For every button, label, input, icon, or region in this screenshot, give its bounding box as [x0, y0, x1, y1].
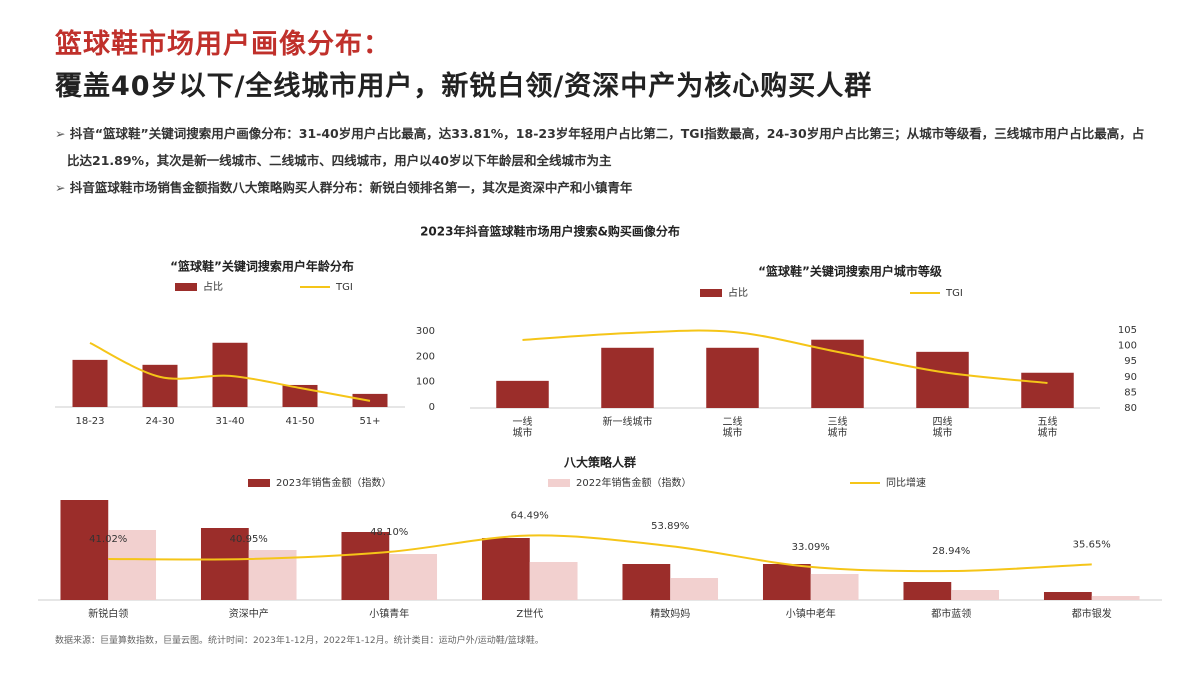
bar [389, 554, 438, 600]
source: 数据来源：巨量算数指数，巨量云图。统计时间：2023年1-12月，2022年1-… [55, 636, 544, 646]
y2-tick-label: 0 [429, 402, 435, 413]
value-label: 53.89% [651, 521, 689, 532]
x-tick-label: 一线城市 [513, 415, 533, 439]
title: 篮球鞋市场用户画像分布： [55, 29, 391, 60]
x-tick-label: 41-50 [285, 416, 314, 427]
y2-tick-label: 300 [416, 326, 435, 337]
legend-label: 同比增速 [886, 476, 926, 489]
value-label: 40.95% [230, 534, 268, 545]
bar [72, 359, 108, 407]
value-label: 28.94% [932, 546, 970, 557]
bar [762, 564, 811, 600]
x-tick-label: 资深中产 [229, 607, 269, 620]
bar [810, 574, 859, 600]
chart-title: “篮球鞋”关键词搜索用户年龄分布 [170, 259, 354, 274]
bullet: 抖音篮球鞋市场销售金额指数八大策略购买人群分布：新锐白领排名第一，其次是资深中产… [55, 174, 1145, 201]
bar [903, 582, 952, 600]
x-tick-label: Z世代 [516, 608, 543, 620]
x-tick-label: 二线城市 [723, 415, 743, 439]
bar [341, 532, 390, 600]
value-label: 64.49% [511, 511, 549, 522]
x-tick-label: 新锐白领 [88, 607, 128, 620]
bar [622, 564, 671, 600]
y2-tick-label: 80 [1124, 403, 1137, 414]
subtitle: 覆盖40岁以下/全线城市用户，新锐白领/资深中产为核心购买人群 [55, 71, 873, 102]
x-tick-label: 都市银发 [1072, 607, 1112, 620]
chart-title: 八大策略人群 [563, 455, 636, 470]
bar [200, 528, 249, 600]
bar [529, 562, 578, 600]
legend-label: 2023年销售金额（指数） [276, 476, 391, 489]
line [108, 534, 1092, 573]
line [522, 329, 1048, 385]
bar [951, 590, 1000, 600]
bar [601, 347, 654, 408]
section-title: 2023年抖音篮球鞋市场用户搜索&购买画像分布 [420, 224, 680, 239]
bar [670, 578, 719, 600]
legend-swatch [175, 283, 197, 291]
y2-tick-label: 100 [1118, 341, 1137, 352]
y2-tick-label: 85 [1124, 387, 1137, 398]
legend-label: TGI [335, 282, 353, 293]
legend-swatch [248, 479, 270, 487]
bar [142, 364, 178, 407]
x-tick-label: 小镇中老年 [786, 607, 836, 620]
x-tick-label: 三线城市 [828, 415, 848, 439]
chart-title: “篮球鞋”关键词搜索用户城市等级 [758, 264, 942, 279]
y2-tick-label: 95 [1124, 356, 1137, 367]
x-tick-label: 新一线城市 [603, 415, 653, 428]
x-tick-label: 精致妈妈 [650, 607, 690, 620]
x-tick-label: 五线城市 [1038, 415, 1058, 439]
value-label: 41.02% [89, 534, 127, 545]
bar [1043, 592, 1092, 600]
y2-tick-label: 200 [416, 351, 435, 362]
y2-tick-label: 90 [1124, 372, 1137, 383]
value-label: 48.10% [370, 527, 408, 538]
value-label: 35.65% [1073, 539, 1111, 550]
legend-label: 占比 [203, 280, 223, 293]
bar [60, 500, 109, 600]
bar [811, 339, 864, 408]
x-tick-label: 小镇青年 [369, 607, 409, 620]
legend-label: TGI [945, 288, 963, 299]
x-tick-label: 24-30 [145, 416, 174, 427]
bar [1021, 372, 1074, 408]
bar [1091, 596, 1140, 600]
y2-tick-label: 105 [1118, 325, 1137, 336]
bar [496, 380, 549, 408]
line [89, 342, 371, 402]
bar [481, 538, 530, 600]
x-tick-label: 四线城市 [933, 415, 953, 439]
y2-tick-label: 100 [416, 377, 435, 388]
bar [706, 347, 759, 408]
bar [108, 530, 157, 600]
x-tick-label: 18-23 [75, 416, 104, 427]
value-label: 33.09% [792, 542, 830, 553]
legend-label: 2022年销售金额（指数） [576, 476, 691, 489]
bullets: 抖音“篮球鞋”关键词搜索用户画像分布：31-40岁用户占比最高，达33.81%，… [55, 120, 1145, 201]
x-tick-label: 都市蓝领 [931, 607, 971, 620]
legend-swatch [548, 479, 570, 487]
legend-label: 占比 [728, 286, 748, 299]
bar [916, 351, 969, 408]
legend-swatch [700, 289, 722, 297]
x-tick-label: 51+ [359, 416, 380, 427]
bullet: 抖音“篮球鞋”关键词搜索用户画像分布：31-40岁用户占比最高，达33.81%，… [55, 120, 1145, 174]
x-tick-label: 31-40 [215, 416, 244, 427]
